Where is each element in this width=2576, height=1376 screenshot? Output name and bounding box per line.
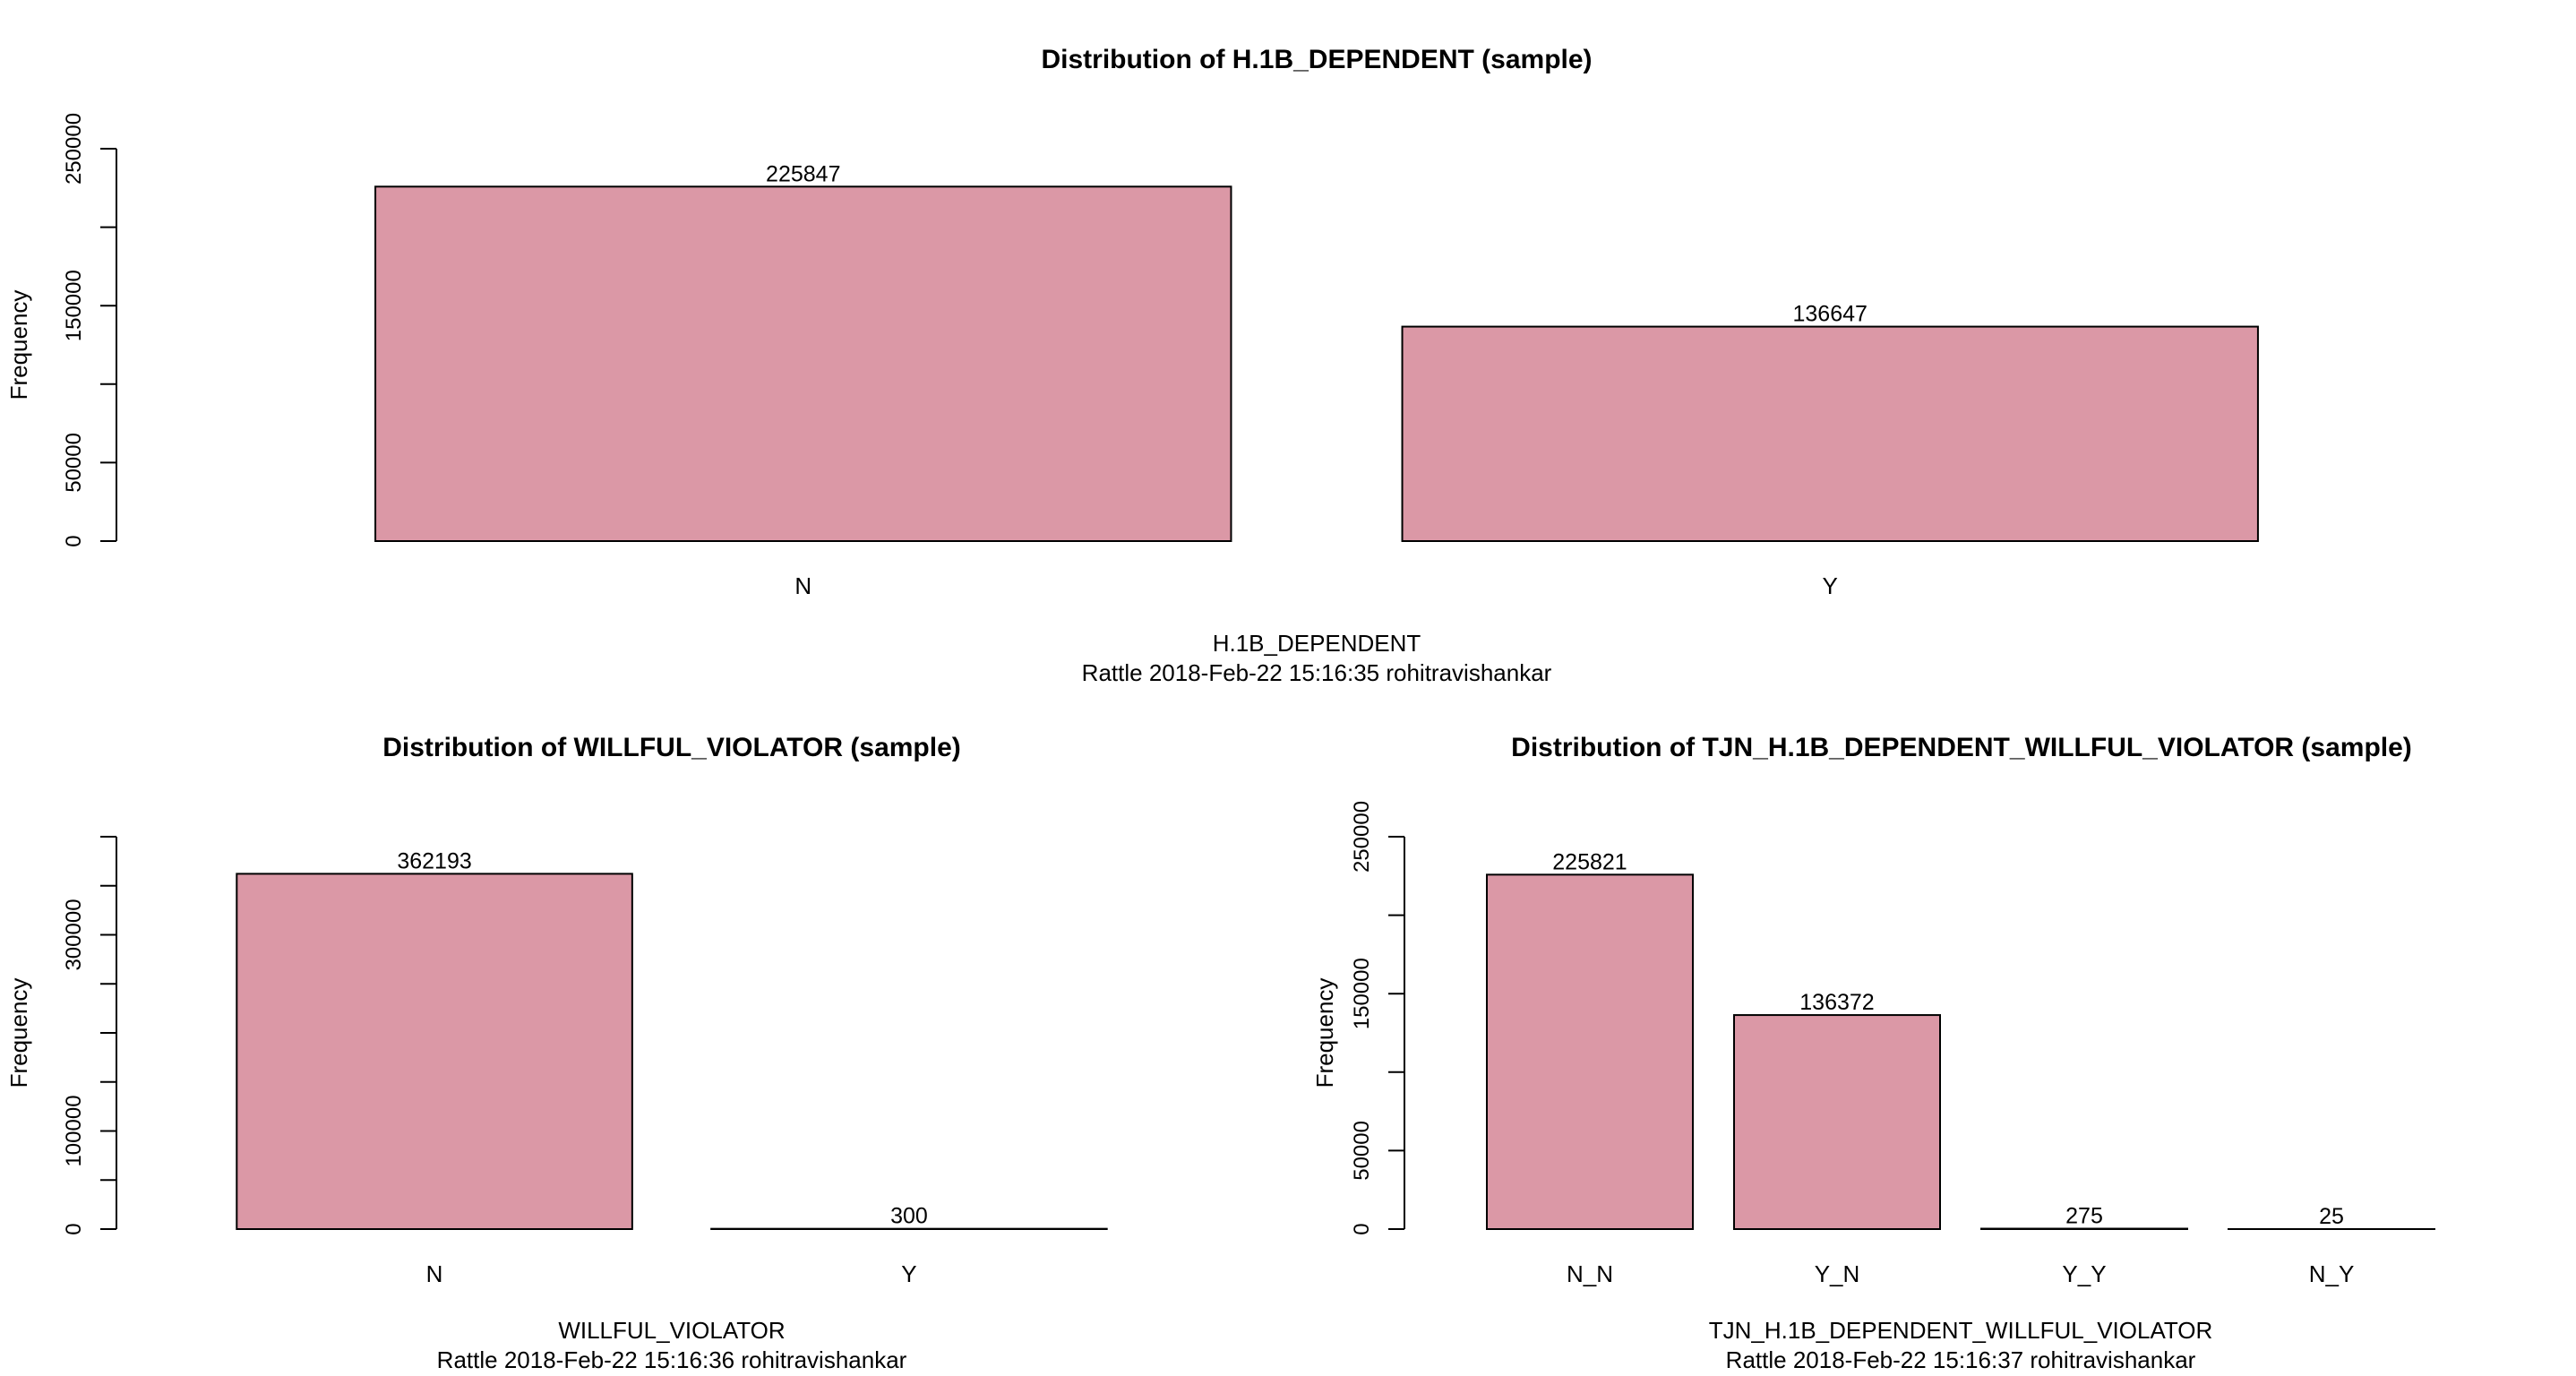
data-label: 136647 bbox=[1793, 302, 1868, 327]
x-axis-label: TJN_H.1B_DEPENDENT_WILLFUL_VIOLATOR bbox=[1709, 1317, 2213, 1344]
data-label: 275 bbox=[2065, 1204, 2103, 1229]
x-tick-label: N bbox=[426, 1260, 443, 1287]
data-label: 300 bbox=[890, 1204, 928, 1229]
data-label: 362193 bbox=[397, 848, 471, 873]
y-tick-label: 0 bbox=[1350, 1223, 1374, 1234]
y-tick-label: 0 bbox=[62, 535, 86, 546]
y-tick-label: 100000 bbox=[62, 1095, 86, 1166]
data-label: 225847 bbox=[766, 161, 840, 186]
x-tick-label: N bbox=[794, 572, 811, 599]
x-axis-label: WILLFUL_VIOLATOR bbox=[558, 1317, 785, 1344]
chart-title: Distribution of H.1B_DEPENDENT (sample) bbox=[1041, 45, 1592, 74]
chart-title: Distribution of TJN_H.1B_DEPENDENT_WILLF… bbox=[1511, 733, 2412, 762]
chart-title: Distribution of WILLFUL_VIOLATOR (sample… bbox=[382, 733, 961, 762]
bar-n bbox=[374, 185, 1232, 542]
x-axis-label: H.1B_DEPENDENT bbox=[1213, 630, 1421, 657]
x-tick-label: N_Y bbox=[2309, 1260, 2355, 1287]
y-tick-label: 250000 bbox=[62, 113, 86, 185]
y-tick-label: 300000 bbox=[62, 899, 86, 970]
bar-n-n bbox=[1486, 873, 1694, 1231]
data-label: 136372 bbox=[1799, 990, 1874, 1015]
data-label: 225821 bbox=[1552, 849, 1627, 874]
x-tick-label: N_N bbox=[1567, 1260, 1613, 1287]
y-tick-label: 50000 bbox=[62, 433, 86, 493]
y-tick-label: 250000 bbox=[1350, 801, 1374, 873]
y-tick-label: 50000 bbox=[1350, 1121, 1374, 1181]
y-tick-label: 150000 bbox=[62, 270, 86, 341]
y-axis-label: Frequency bbox=[5, 290, 32, 400]
y-axis-label: Frequency bbox=[1311, 978, 1338, 1088]
data-label: 25 bbox=[2319, 1204, 2344, 1229]
bar-y bbox=[1401, 325, 2259, 542]
chart-caption: Rattle 2018-Feb-22 15:16:35 rohitravisha… bbox=[1082, 659, 1552, 686]
x-tick-label: Y bbox=[1823, 572, 1838, 599]
bar-n bbox=[236, 873, 633, 1231]
x-tick-label: Y_Y bbox=[2062, 1260, 2106, 1287]
x-tick-label: Y_N bbox=[1815, 1260, 1860, 1287]
y-axis-label: Frequency bbox=[5, 978, 32, 1088]
y-tick-label: 150000 bbox=[1350, 958, 1374, 1029]
bar-y-n bbox=[1733, 1014, 1941, 1231]
chart-caption: Rattle 2018-Feb-22 15:16:36 rohitravisha… bbox=[437, 1346, 907, 1373]
chart-caption: Rattle 2018-Feb-22 15:16:37 rohitravisha… bbox=[1726, 1346, 2196, 1373]
x-tick-label: Y bbox=[901, 1260, 916, 1287]
y-tick-label: 0 bbox=[62, 1223, 86, 1234]
